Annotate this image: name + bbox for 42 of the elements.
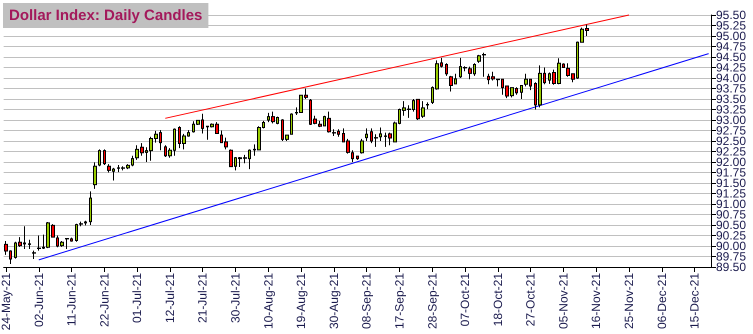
x-tick-label: 10-Aug-21 xyxy=(261,272,276,330)
candlestick xyxy=(468,66,472,80)
x-tick-label: 22-Jun-21 xyxy=(97,272,112,328)
candlestick xyxy=(365,128,368,142)
candlestick xyxy=(32,250,36,260)
chart-title: Dollar Index: Daily Candles xyxy=(9,7,202,24)
candlestick xyxy=(449,75,453,92)
x-tick-label: 11-Jun-21 xyxy=(64,272,79,326)
x-tick-label: 08-Sep-21 xyxy=(360,272,374,330)
x-tick-label: 05-Nov-21 xyxy=(556,272,570,330)
x-tick-label: 15-Dec-21 xyxy=(688,272,702,330)
x-tick-label: 18-Oct-21 xyxy=(490,272,505,326)
candlestick xyxy=(426,102,429,110)
candlestick xyxy=(37,235,41,252)
candlestick xyxy=(65,238,69,250)
candlestick xyxy=(98,148,101,167)
candlestick xyxy=(360,138,364,154)
x-tick-label: 30-Jul-21 xyxy=(228,272,243,324)
x-tick-label: 27-Oct-21 xyxy=(524,272,538,326)
x-tick-label: 06-Dec-21 xyxy=(654,272,669,330)
candlestick xyxy=(271,111,275,124)
candlestick xyxy=(89,190,92,226)
x-tick-label: 19-Aug-21 xyxy=(294,272,308,330)
x-tick-label: 16-Nov-21 xyxy=(589,272,604,330)
candlestick xyxy=(28,239,31,250)
x-tick-label: 07-Oct-21 xyxy=(458,272,472,326)
candlestick xyxy=(445,62,448,76)
x-tick-label: 02-Jun-21 xyxy=(32,272,46,328)
x-tick-label: 25-Nov-21 xyxy=(622,272,636,330)
candlestick xyxy=(538,64,542,108)
x-tick-label: 24-May-21 xyxy=(0,272,13,330)
candlestick xyxy=(229,148,233,168)
candlestick xyxy=(103,148,106,166)
x-tick-label: 01-Jul-21 xyxy=(130,272,144,324)
x-tick-label: 17-Sep-21 xyxy=(392,272,406,330)
x-tick-label: 30-Aug-21 xyxy=(326,272,341,330)
x-tick-label: 21-Jul-21 xyxy=(196,272,210,324)
candlestick xyxy=(524,73,528,87)
x-tick-label: 28-Sep-21 xyxy=(425,272,440,330)
candlestick xyxy=(520,84,523,100)
x-tick-label: 12-Jul-21 xyxy=(162,272,177,324)
candlestick xyxy=(93,162,97,190)
